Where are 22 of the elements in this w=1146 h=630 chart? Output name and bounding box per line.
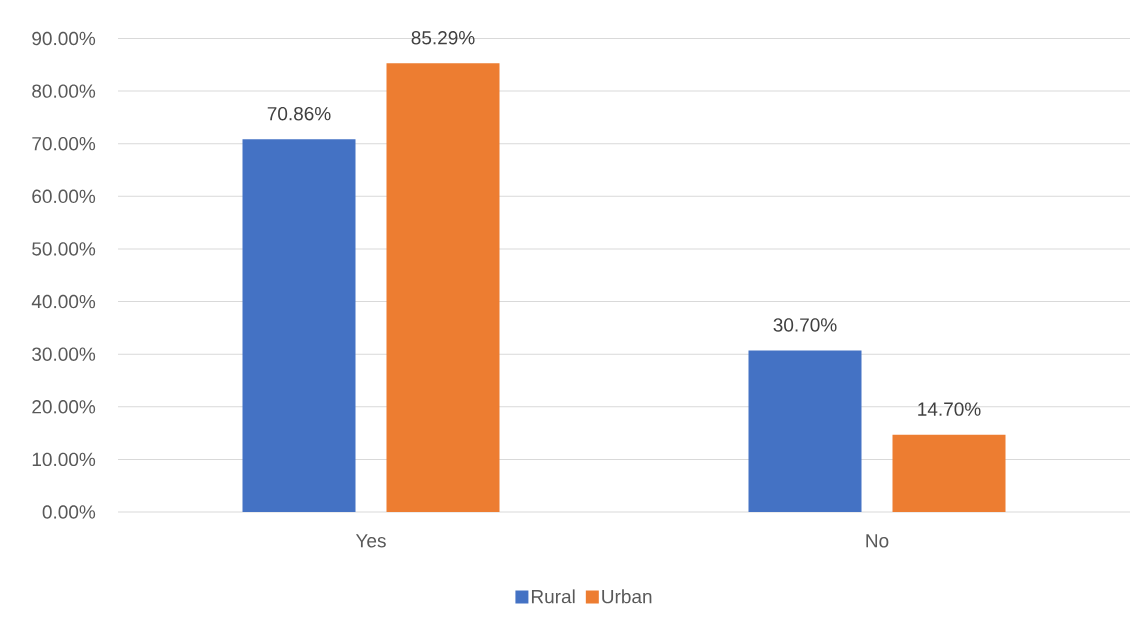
- y-tick-label: 60.00%: [32, 189, 96, 204]
- x-tick-label: No: [866, 534, 889, 548]
- y-tick-label: 90.00%: [32, 31, 96, 46]
- y-tick-label: 20.00%: [32, 400, 96, 414]
- legend-label: Rural: [531, 589, 575, 604]
- y-tick-label: 10.00%: [32, 452, 96, 467]
- data-label: 70.86%: [267, 106, 331, 121]
- y-tick-label: 50.00%: [32, 242, 96, 256]
- y-tick-label: 0.00%: [42, 505, 96, 519]
- bar: [748, 350, 862, 512]
- data-label: 14.70%: [918, 402, 981, 416]
- y-tick-label: 40.00%: [31, 294, 96, 309]
- legend-label: Urban: [602, 589, 652, 604]
- y-tick-label: 30.00%: [32, 347, 96, 361]
- bar: [386, 63, 500, 512]
- data-label: 85.29%: [411, 31, 475, 45]
- y-tick-label: 70.00%: [32, 137, 96, 151]
- y-tick-label: 80.00%: [32, 84, 96, 98]
- data-label: 30.70%: [773, 318, 837, 332]
- bar: [892, 434, 1006, 512]
- x-tick-label: Yes: [355, 534, 386, 548]
- bar: [242, 139, 356, 512]
